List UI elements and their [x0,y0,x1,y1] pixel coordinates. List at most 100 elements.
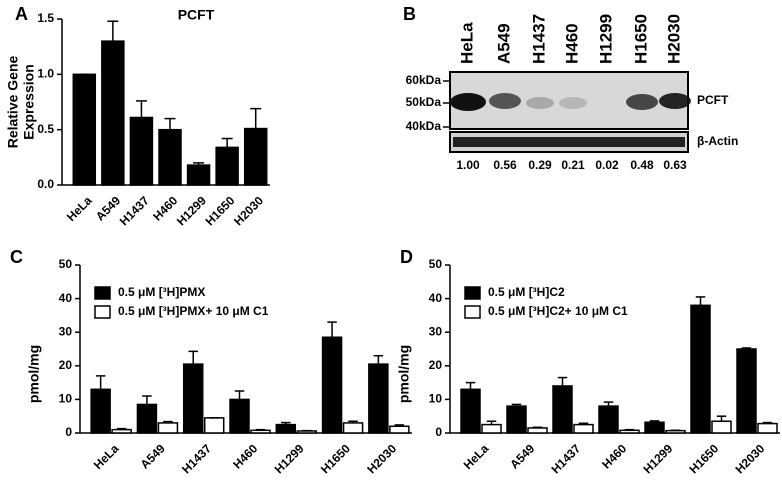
x-tick-label: H1650 [318,441,353,476]
y-tick-label: 20 [59,358,73,372]
bar [111,428,132,434]
legend-swatch [464,305,481,319]
bar [368,363,389,434]
blot-band [559,97,587,109]
x-tick-label: H1437 [179,441,214,476]
band-label: β-Actin [697,134,738,148]
blot-band [526,97,554,109]
quantification: 0.63 [663,158,687,172]
blot-band [659,93,691,109]
quantification: 0.02 [595,158,619,172]
blot-band [489,93,521,109]
panel-letter: D [400,247,413,267]
bar [129,116,154,186]
y-tick-label: 50 [429,257,443,271]
y-tick-label: 30 [59,324,73,338]
bar [158,128,182,186]
panel-letter: A [15,4,28,24]
bar [136,403,158,434]
blot [443,71,691,153]
quantification: 0.21 [561,158,585,172]
bar [460,388,481,434]
legend-swatch [94,286,111,300]
y-tick-label: 50 [59,257,73,271]
panel-letter: B [403,4,416,24]
bar [101,40,125,186]
bar [229,398,250,434]
bar [182,363,204,434]
legend-label: 0.5 μM [³H]PMX [118,285,205,299]
x-tick-label: A549 [138,441,168,471]
quantification: 1.00 [456,158,480,172]
bar [186,164,211,186]
x-tick-label: H1437 [548,441,583,476]
lane-label: H2030 [664,14,683,64]
blot-band [450,93,486,111]
blot-band [626,94,658,110]
quantification: 0.48 [630,158,654,172]
y-tick-label: 10 [59,392,73,406]
bar [389,425,410,434]
chart-title: PCFT [178,7,215,23]
lane-label: H1437 [529,14,548,64]
bar [736,348,757,434]
legend-label: 0.5 μM [³H]PMX+ 10 μM C1 [118,304,269,318]
y-tick-label: 0.5 [37,122,54,136]
lane-label: HeLa [457,22,476,64]
lane-label: H1299 [596,14,615,64]
marker-label: 40kDa [406,119,442,133]
x-tick-label: HeLa [461,441,492,472]
x-tick-label: H460 [230,441,260,471]
bar [481,423,502,434]
y-tick-label: 0 [65,425,72,439]
bar [90,388,111,434]
y-tick-label: 40 [429,291,443,305]
legend-swatch [94,305,111,319]
y-tick-label: 20 [429,358,443,372]
x-tick-label: H1299 [272,441,307,476]
x-tick-label: H1299 [174,193,209,228]
bar [215,146,239,186]
lane-label: A549 [494,23,513,64]
x-tick-label: H2030 [231,193,266,228]
bar [342,422,364,434]
bar [250,429,271,434]
y-tick-label: 1.5 [37,11,54,25]
x-tick-label: H1650 [686,441,721,476]
bar [72,73,97,186]
bar [527,427,548,434]
x-tick-label: H1437 [117,193,152,228]
x-tick-label: A549 [507,441,537,471]
bar [573,423,594,434]
bar [598,405,619,434]
bar [203,417,225,434]
y-tick-label: 30 [429,324,443,338]
y-tick-label: 10 [429,392,443,406]
bar [619,429,640,434]
lane-label: H1650 [631,14,650,64]
bar [275,423,297,434]
legend-label: 0.5 μM [³H]C2 [488,285,565,299]
y-tick-label: 1.0 [37,67,54,81]
bar [644,421,665,434]
bar [157,422,179,434]
bar [757,422,778,434]
bar [321,336,343,434]
band-label: PCFT [697,93,729,107]
panel-letter: C [10,247,23,267]
marker-label: 60kDa [406,73,442,87]
quantification: 0.29 [528,158,552,172]
y-axis-label: Relative Gene [5,55,21,148]
x-tick-label: H1299 [640,441,675,476]
y-axis-label: pmol/mg [396,345,412,403]
y-axis-label: pmol/mg [26,345,42,403]
x-tick-label: HeLa [64,193,95,224]
y-tick-label: 0 [435,425,442,439]
y-tick-label: 40 [59,291,73,305]
bar [690,304,711,434]
x-tick-label: H2030 [732,441,767,476]
quantification: 0.56 [493,158,517,172]
bar [506,405,527,434]
marker-label: 50kDa [406,95,442,109]
